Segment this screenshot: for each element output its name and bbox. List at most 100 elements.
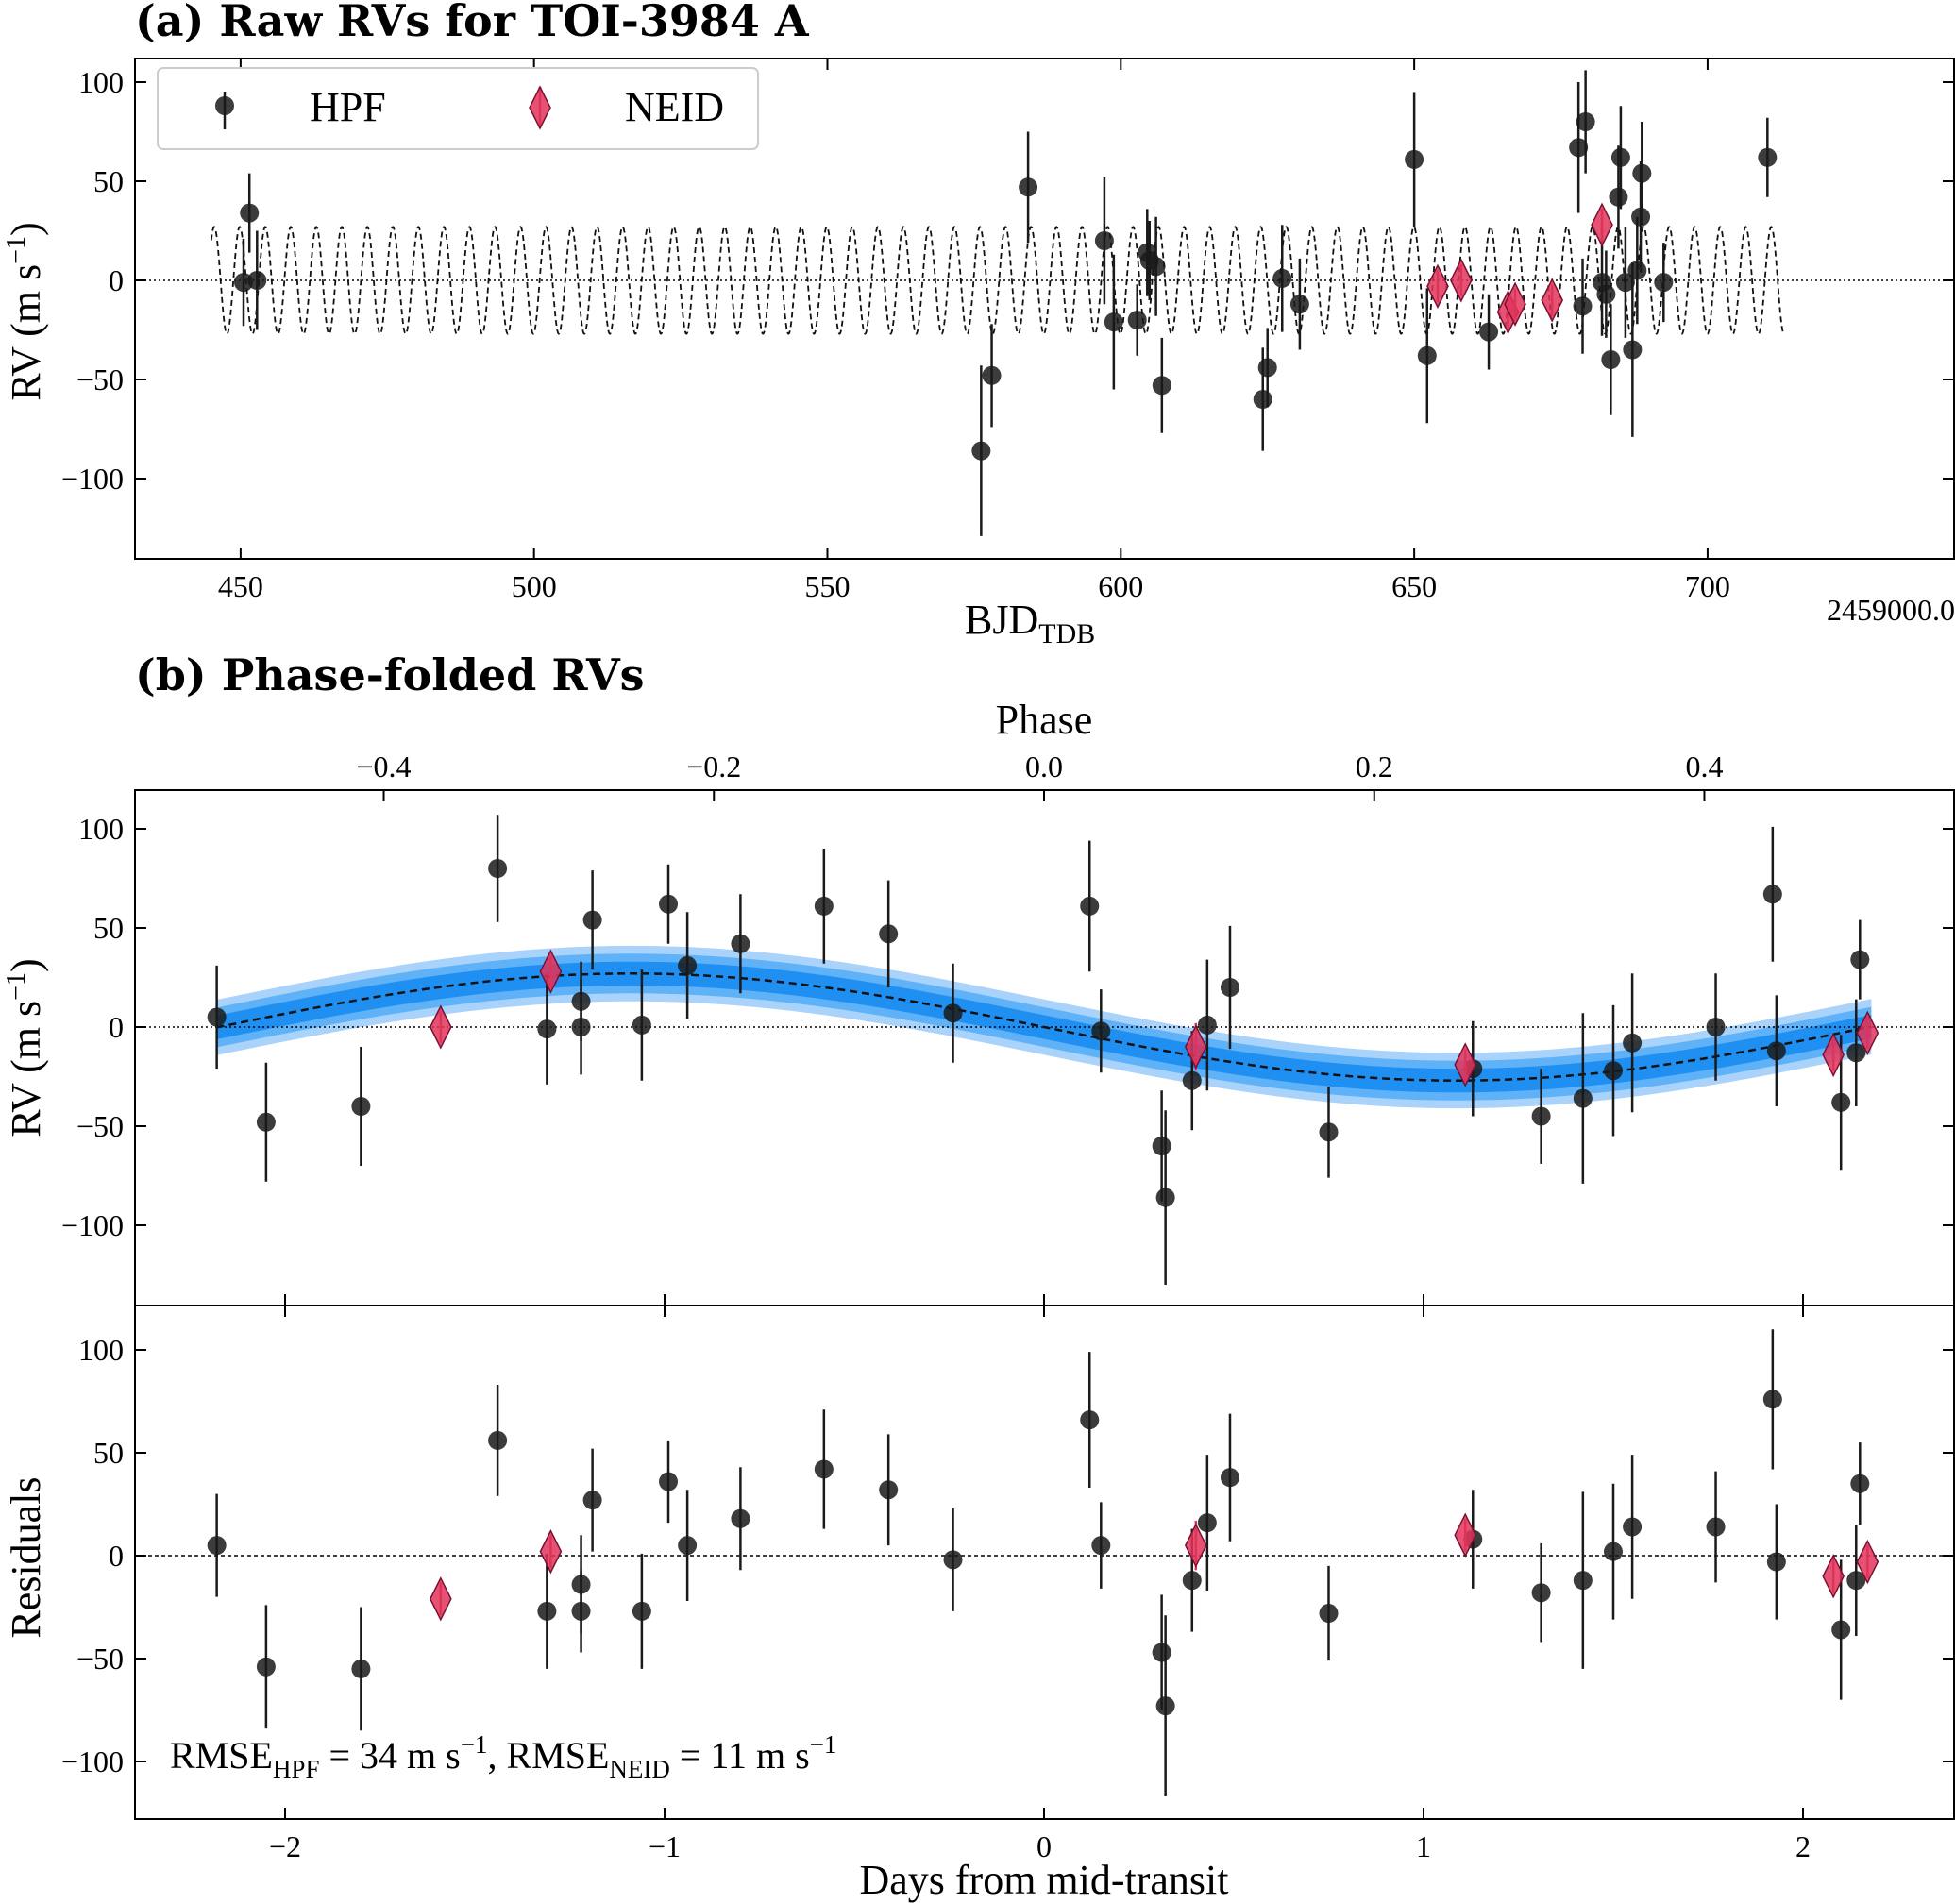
x-tick-label: 600 [1098, 569, 1143, 603]
hpf-point [571, 1601, 591, 1621]
panel-b-ylabel: RV (m s−1) [2, 958, 49, 1137]
hpf-point [1846, 1571, 1866, 1591]
hpf-point [1758, 147, 1778, 167]
panel-a-ylabel-main: RV (m s [3, 264, 49, 401]
hpf-point [256, 1657, 276, 1677]
y-tick-label: −100 [61, 1208, 124, 1242]
hpf-point [571, 991, 591, 1011]
y-tick-label: 100 [78, 65, 124, 99]
panel-a-ylabel-sup: −1 [2, 236, 31, 264]
rmse-hpf-sup: −1 [461, 1730, 488, 1759]
hpf-point [814, 896, 834, 916]
panel-a-xlabel-sub: TDB [1038, 618, 1095, 649]
panel-b-points [207, 815, 1879, 1285]
y-tick-label: 50 [93, 911, 124, 945]
hpf-point [1080, 1410, 1100, 1430]
panel-b-phase-label: Phase [996, 697, 1093, 743]
hpf-point [1531, 1583, 1551, 1603]
hpf-point [1615, 273, 1635, 293]
hpf-point [1220, 978, 1239, 997]
hpf-point [1531, 1106, 1551, 1126]
hpf-point [1573, 1088, 1593, 1108]
panel-a-model-line [210, 226, 1785, 335]
hpf-point [731, 934, 750, 953]
x-tick-label: 550 [805, 569, 851, 603]
x-tick-label: 500 [512, 569, 557, 603]
hpf-point [1831, 1092, 1851, 1112]
hpf-point [1576, 112, 1595, 131]
panel-a-x-ticks: 450 500 550 600 650 700 [218, 59, 1730, 603]
panel-b-ylabel-close: ) [3, 958, 49, 972]
y-tick-label: 100 [78, 812, 124, 846]
hpf-point [1623, 1033, 1643, 1053]
y-tick-label: 50 [93, 1436, 124, 1470]
neid-point [1504, 281, 1526, 327]
hpf-point [1080, 896, 1100, 916]
neid-point [1856, 1010, 1879, 1055]
panel-c-x-ticks: −2 −1 0 1 2 [269, 1808, 1811, 1863]
hpf-point [1627, 261, 1647, 280]
hpf-point [1604, 1061, 1623, 1081]
hpf-point [1289, 295, 1309, 314]
hpf-point [632, 1601, 651, 1621]
hpf-point [1220, 1468, 1239, 1488]
hpf-point [1405, 149, 1424, 169]
hpf-point [488, 1430, 508, 1450]
hpf-point [1610, 147, 1630, 167]
legend-hpf-marker [215, 96, 234, 115]
hpf-point [1766, 1041, 1786, 1061]
rmse-annotation: RMSEHPF = 34 m s−1, RMSENEID = 11 m s−1 [170, 1730, 836, 1783]
hpf-point [943, 1550, 963, 1570]
x-tick-label: 0 [1036, 1829, 1052, 1863]
hpf-point [1831, 1620, 1851, 1640]
hpf-point [537, 1601, 557, 1621]
panel-a-xlabel: BJDTDB [965, 597, 1095, 649]
panel-a-y-ticks: 100 50 0 −50 −100 [61, 65, 1954, 496]
hpf-point [1155, 1188, 1175, 1207]
panel-a-title: (a) Raw RVs for TOI-3984 A [135, 0, 810, 46]
panel-a-model-curve [210, 226, 1785, 335]
y-tick-label: 0 [109, 1010, 124, 1044]
hpf-point [1604, 1542, 1623, 1561]
panel-c-ylabel: Residuals [3, 1476, 49, 1638]
hpf-point [1766, 1552, 1786, 1572]
hpf-point [1623, 1517, 1643, 1537]
panel-a-legend: HPF NEID [157, 67, 759, 150]
y-tick-label: 50 [93, 164, 124, 198]
phase-tick-label: 0.4 [1685, 750, 1723, 784]
hpf-point [731, 1508, 750, 1528]
hpf-point [1019, 177, 1038, 197]
hpf-point [1762, 885, 1782, 904]
panel-b-phase-ticks: −0.4 −0.2 0.0 0.2 0.4 [356, 750, 1723, 801]
neid-point [539, 1528, 563, 1575]
hpf-point [1596, 284, 1616, 304]
hpf-point [1573, 1571, 1593, 1591]
rmse-hpf-label: RMSE [170, 1734, 273, 1777]
hpf-point [1706, 1018, 1726, 1036]
hpf-point [351, 1659, 371, 1678]
y-tick-label: 0 [109, 1539, 124, 1573]
rmse-neid-label: , RMSE [487, 1734, 609, 1777]
hpf-point [1850, 950, 1870, 969]
x-tick-label: 450 [218, 569, 263, 603]
hpf-point [659, 1472, 679, 1491]
panel-a-offset-label: 2459000.0 [1827, 593, 1955, 627]
hpf-point [971, 441, 991, 461]
rmse-neid-sub: NEID [609, 1755, 669, 1783]
legend-neid-label: NEID [625, 84, 724, 130]
panel-c-xlabel: Days from mid-transit [859, 1857, 1228, 1903]
hpf-point [1091, 1021, 1111, 1041]
hpf-point [582, 910, 602, 930]
hpf-point [351, 1097, 371, 1116]
neid-point [1541, 278, 1564, 323]
legend-neid-marker [529, 85, 551, 130]
neid-point [539, 949, 563, 994]
hpf-point [1319, 1604, 1339, 1624]
panel-a-points [233, 70, 1778, 536]
hpf-point [1654, 273, 1674, 293]
hpf-point [1182, 1070, 1202, 1090]
panel-a-frame [134, 58, 1955, 560]
hpf-point [1632, 163, 1652, 183]
